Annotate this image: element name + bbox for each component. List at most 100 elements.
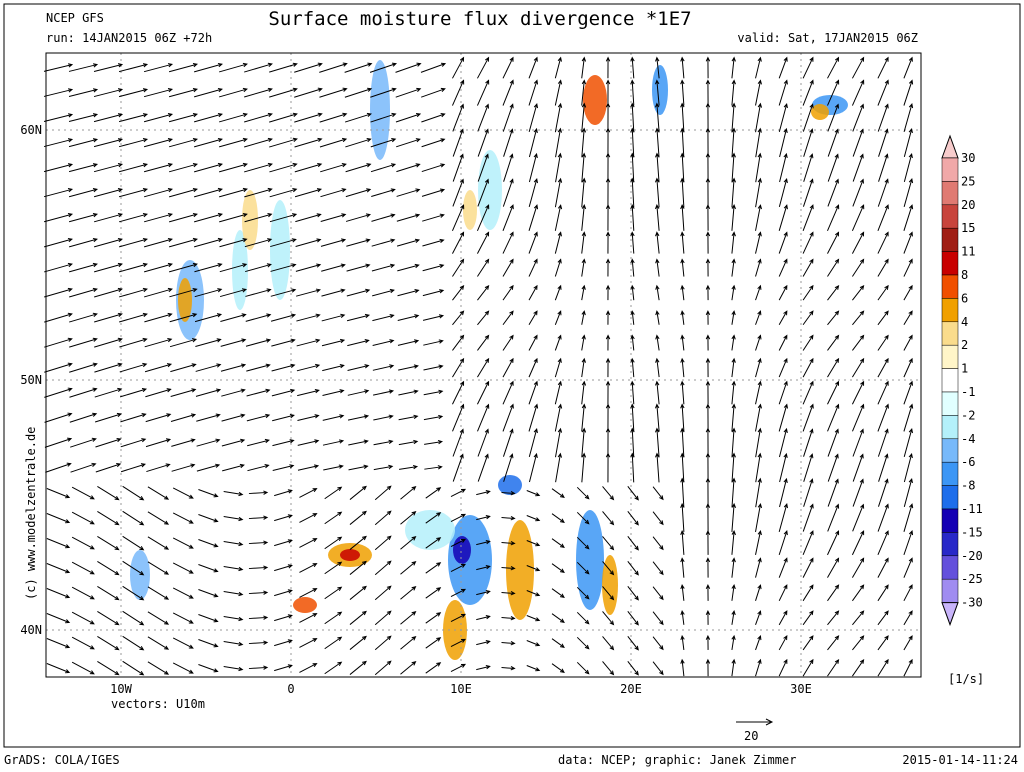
wind-arrow: [605, 127, 611, 158]
field-patch: [370, 60, 390, 160]
wind-arrow: [778, 204, 788, 231]
wind-arrow: [68, 237, 98, 248]
wind-arrow: [44, 387, 73, 398]
wind-arrow: [827, 153, 839, 182]
wind-arrow: [827, 635, 840, 651]
wind-arrow: [370, 112, 397, 123]
wind-arrow: [903, 178, 914, 208]
wind-arrow: [755, 403, 763, 432]
wind-arrow: [324, 511, 343, 525]
wind-arrow: [778, 357, 788, 378]
wind-arrow: [827, 103, 839, 132]
wind-arrow: [274, 539, 293, 547]
wind-arrow: [680, 403, 685, 432]
wind-arrow: [274, 514, 293, 522]
wind-arrow: [903, 310, 913, 326]
wind-arrow: [400, 561, 417, 575]
wind-arrow: [627, 660, 639, 676]
wind-arrow: [144, 287, 173, 298]
wind-arrow: [94, 312, 123, 323]
wind-arrow: [272, 439, 295, 447]
wind-arrow: [502, 380, 514, 405]
wind-arrow: [503, 453, 514, 482]
wind-arrow: [294, 62, 323, 73]
wind-arrow: [198, 639, 219, 648]
wind-arrow: [299, 613, 318, 623]
wind-arrow: [369, 62, 398, 73]
wind-arrow: [425, 487, 442, 499]
wind-arrow: [501, 666, 516, 671]
wind-arrow: [424, 439, 444, 445]
wind-arrow: [43, 88, 74, 97]
wind-arrow: [168, 162, 198, 173]
wind-arrow: [172, 537, 194, 549]
wind-arrow: [46, 613, 71, 624]
wind-arrow: [68, 113, 99, 123]
wind-arrow: [477, 128, 489, 157]
wind-arrow: [705, 177, 711, 208]
wind-arrow: [731, 258, 736, 277]
wind-arrow: [605, 284, 611, 301]
wind-arrow: [878, 453, 889, 482]
wind-arrow: [398, 464, 419, 470]
wind-arrow: [605, 357, 611, 378]
wind-arrow: [193, 162, 223, 173]
wind-arrow: [827, 530, 840, 556]
wind-arrow: [802, 557, 814, 578]
wind-arrow: [731, 177, 737, 208]
wind-arrow: [501, 616, 516, 621]
wind-arrow: [802, 231, 814, 254]
lat-label: 40N: [20, 623, 42, 637]
wind-arrow: [168, 262, 198, 273]
wind-arrow: [528, 56, 538, 79]
wind-arrow: [168, 237, 198, 248]
wind-arrow: [554, 231, 562, 254]
wind-arrow: [655, 258, 660, 277]
wind-arrow: [581, 152, 587, 183]
wind-arrow: [119, 287, 148, 298]
wind-arrow: [501, 566, 516, 571]
wind-arrow: [297, 464, 320, 471]
wind-arrow: [248, 615, 269, 620]
wind-arrow: [827, 204, 840, 232]
wind-arrow: [43, 63, 74, 72]
wind-arrow: [245, 288, 272, 297]
wind-arrow: [219, 62, 248, 73]
wind-arrow: [581, 310, 586, 325]
wind-arrow: [246, 363, 271, 372]
wind-arrow: [654, 177, 660, 208]
wind-arrow: [903, 56, 913, 79]
wind-arrow: [605, 258, 611, 277]
run-label: run: 14JAN2015 06Z +72h: [46, 31, 212, 45]
wind-arrow: [705, 56, 711, 79]
wind-arrow: [452, 453, 464, 482]
wind-arrow: [373, 414, 394, 421]
wind-arrow: [877, 334, 889, 351]
wind-arrow: [219, 263, 248, 273]
wind-arrow: [476, 79, 490, 106]
wind-arrow: [143, 162, 174, 173]
wind-arrow: [605, 334, 611, 351]
wind-arrow: [452, 357, 465, 378]
lon-label: 30E: [790, 682, 812, 696]
wind-arrow: [627, 585, 639, 601]
wind-arrow: [778, 231, 788, 254]
wind-arrow: [802, 357, 814, 378]
wind-arrow: [371, 263, 396, 272]
wind-arrow: [705, 284, 711, 301]
wind-arrow: [731, 79, 736, 106]
wind-arrow: [802, 503, 814, 532]
wind-arrow: [778, 403, 789, 432]
wind-arrow: [122, 535, 145, 551]
wind-arrow: [852, 153, 864, 182]
wind-arrow: [219, 162, 248, 173]
wind-arrow: [852, 128, 864, 157]
wind-arrow: [374, 510, 392, 526]
wind-arrow: [731, 152, 736, 183]
wind-arrow: [630, 452, 635, 483]
wind-arrow: [371, 213, 396, 222]
wind-arrow: [322, 439, 345, 446]
wind-arrow: [476, 665, 491, 671]
wind-arrow: [705, 204, 711, 231]
wind-arrow: [605, 152, 611, 183]
